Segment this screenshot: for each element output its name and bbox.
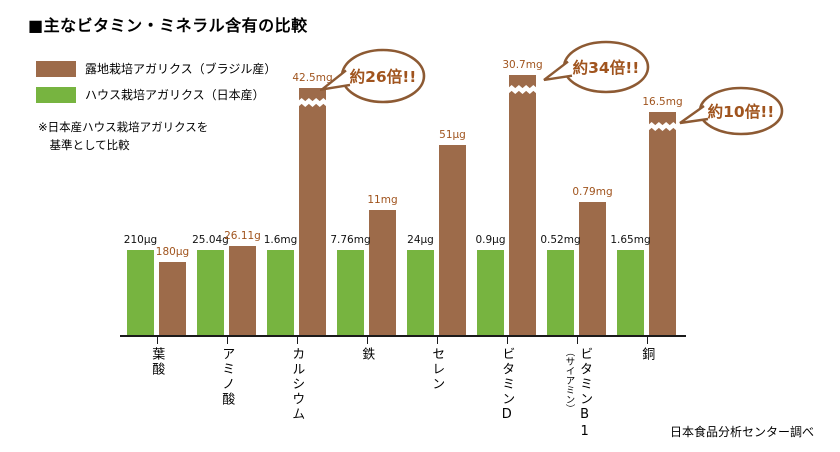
bar-break-mark (648, 122, 677, 131)
bar-brown (579, 202, 606, 335)
bar-green (337, 250, 364, 335)
page-title: ■主なビタミン・ミネラル含有の比較 (28, 16, 308, 35)
axis-tick (226, 335, 228, 344)
bar-brown (649, 112, 676, 335)
callout-text: 約26倍!! (349, 68, 417, 86)
legend-swatch-green (36, 86, 76, 103)
callout-bubble: 約34倍!! (542, 40, 650, 94)
axis-tick (296, 335, 298, 344)
bar-value-brown: 11mg (367, 194, 398, 206)
bar-value-brown: 26.11g (224, 230, 261, 242)
bar-green (477, 250, 504, 335)
category-label: 銅 (639, 347, 655, 362)
callout-text: 約10倍!! (707, 103, 775, 121)
comparison-note-line2: 基準として比較 (49, 137, 130, 152)
bar-value-green: 0.52mg (540, 234, 581, 246)
bar-brown (439, 145, 466, 335)
bar-green (617, 250, 644, 335)
category-sublabel: （サイアミン） (563, 347, 575, 414)
category-label: 葉酸 (149, 347, 165, 377)
comparison-note: ※日本産ハウス栽培アガリクスを 基準として比較 (38, 119, 208, 155)
axis-tick (436, 335, 438, 344)
bar-value-green: 1.65mg (610, 234, 651, 246)
callout-shape (679, 86, 784, 136)
axis-tick (576, 335, 578, 344)
callout-bubble: 約10倍!! (678, 86, 784, 136)
bar-value-brown: 0.79mg (572, 186, 613, 198)
comparison-note-line1: ※日本産ハウス栽培アガリクスを (38, 120, 209, 134)
callout-shape (320, 48, 426, 104)
legend: 露地栽培アガリクス（ブラジル産） ハウス栽培アガリクス（日本産） (36, 60, 276, 112)
category-label: 鉄 (359, 347, 375, 362)
bar-brown (509, 75, 536, 335)
bar-value-brown: 30.7mg (502, 59, 543, 71)
source-credit: 日本食品分析センター調べ (669, 425, 814, 439)
bar-green (407, 250, 434, 335)
bar-brown (229, 246, 256, 335)
axis-tick (646, 335, 648, 344)
bar-brown (299, 88, 326, 335)
bar-break-mark (298, 98, 327, 107)
bar-green (197, 250, 224, 335)
bar-value-green: 0.9μg (475, 234, 506, 246)
category-label: セレン (429, 347, 445, 392)
bar-value-green: 1.6mg (263, 234, 298, 246)
axis-tick (366, 335, 368, 344)
bar-green (267, 250, 294, 335)
bar-value-green: 25.04g (192, 234, 229, 246)
axis-tick (506, 335, 508, 344)
category-label: ビタミンD (499, 347, 515, 424)
bar-green (547, 250, 574, 335)
bar-value-green: 7.76mg (330, 234, 371, 246)
bar-value-brown: 16.5mg (642, 96, 683, 108)
callout-bubble: 約26倍!! (320, 48, 426, 104)
callout-text: 約34倍!! (572, 59, 640, 77)
category-label: アミノ酸 (219, 347, 235, 407)
legend-row-green: ハウス栽培アガリクス（日本産） (36, 86, 276, 103)
legend-label-brown: 露地栽培アガリクス（ブラジル産） (85, 62, 277, 76)
bar-value-brown: 42.5mg (292, 72, 333, 84)
bar-brown (159, 262, 186, 335)
bar-break-mark (508, 85, 537, 94)
callout-shape (543, 40, 650, 94)
category-label: カルシウム (289, 347, 305, 422)
bar-value-green: 210μg (123, 234, 158, 246)
category-label: ビタミンB1（サイアミン） (563, 347, 593, 441)
bar-brown (369, 210, 396, 335)
bar-value-green: 24μg (407, 234, 434, 246)
bar-value-brown: 51μg (439, 129, 466, 141)
bar-value-brown: 180μg (155, 246, 190, 258)
legend-label-green: ハウス栽培アガリクス（日本産） (85, 88, 265, 102)
axis-tick (156, 335, 158, 344)
bar-green (127, 250, 154, 335)
legend-swatch-brown (36, 60, 76, 77)
legend-row-brown: 露地栽培アガリクス（ブラジル産） (36, 60, 276, 77)
chart-baseline (120, 335, 686, 337)
